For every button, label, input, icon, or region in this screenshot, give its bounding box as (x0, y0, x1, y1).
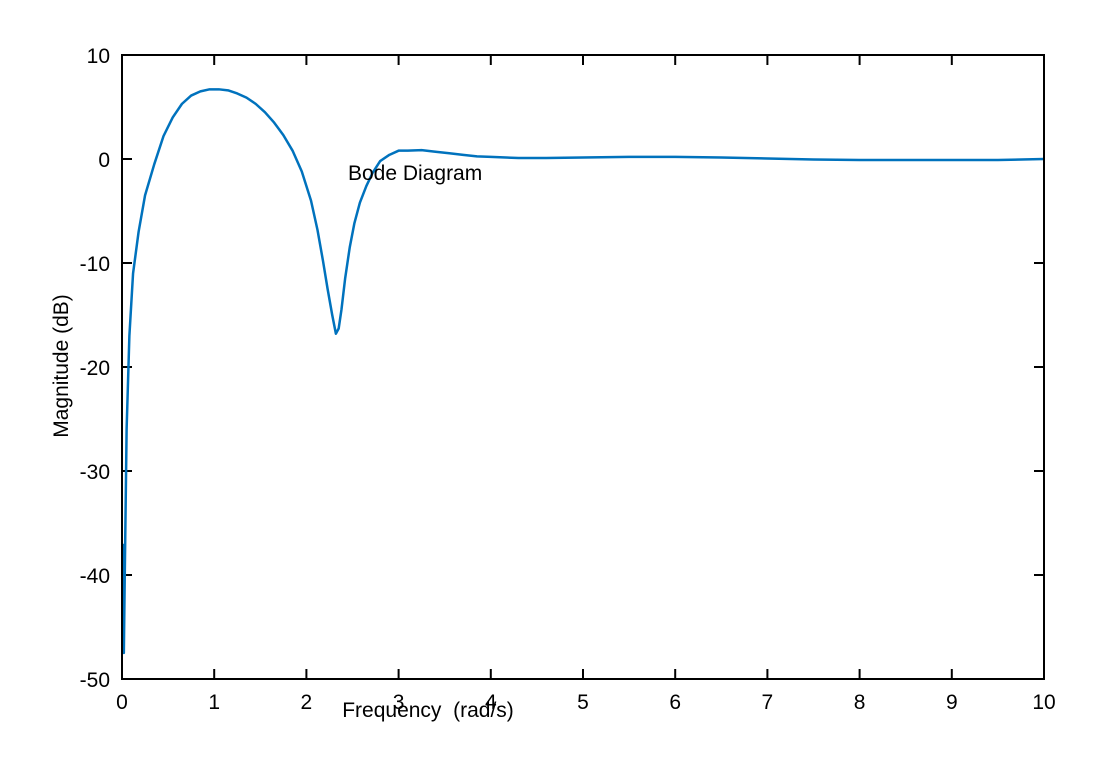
y-tick-label: -40 (80, 565, 110, 588)
x-tick-label: 2 (301, 691, 313, 714)
plot-frame (121, 54, 1045, 680)
x-axis-label: Frequency (rad/s) (342, 699, 514, 722)
x-tick-label: 10 (1032, 691, 1055, 714)
y-tick-label: -20 (80, 357, 110, 380)
y-tick-label: -50 (80, 669, 110, 692)
x-tick-label: 8 (854, 691, 866, 714)
x-tick-label: 1 (208, 691, 220, 714)
x-tick-label: 6 (669, 691, 681, 714)
chart-title: Bode Diagram (348, 162, 482, 185)
y-tick-label: 10 (87, 45, 110, 68)
x-tick-label: 5 (577, 691, 589, 714)
x-tick-label: 9 (946, 691, 958, 714)
y-axis-label: Magnitude (dB) (50, 294, 73, 438)
y-tick-label: -30 (80, 461, 110, 484)
ticks-layer (121, 54, 1045, 680)
x-tick-label: 4 (485, 691, 497, 714)
x-tick-label: 7 (762, 691, 774, 714)
labels-layer: 0 1 2 3 4 5 6 7 8 9 10 10 0 -10 -20 -30 -40 -50 (80, 45, 1056, 714)
y-tick-label: 0 (98, 149, 110, 172)
x-tick-label: 0 (116, 691, 128, 714)
y-tick-label: -10 (80, 253, 110, 276)
magnitude-series-line (121, 88, 1045, 655)
x-tick-label: 3 (393, 691, 405, 714)
data-layer (121, 88, 1045, 655)
